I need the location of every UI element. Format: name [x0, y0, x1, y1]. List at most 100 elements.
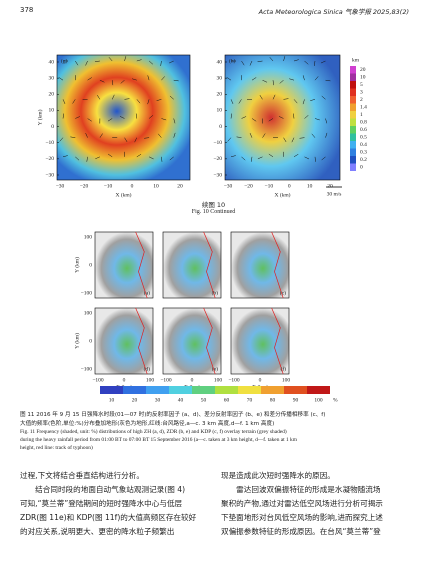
- wind-arrow: [148, 115, 154, 119]
- wind-arrow: [148, 60, 154, 65]
- wind-arrow: [241, 116, 247, 119]
- x-tick-label: −10: [104, 183, 113, 189]
- colorbar-cell: [307, 386, 330, 394]
- wind-arrow: [124, 56, 127, 62]
- wind-arrow: [269, 57, 274, 62]
- x-tick-label: −20: [244, 183, 253, 189]
- y-tick-label: −20: [45, 156, 54, 162]
- y-axis-label: Y (km): [73, 257, 80, 273]
- y-tick-label: −10: [213, 140, 222, 146]
- colorbar-tick-label: 10: [109, 397, 115, 403]
- x-axis-label: X (km): [274, 191, 290, 198]
- body-line: 的对应关系,说明更大、更密的降水粒子频繁出: [20, 527, 175, 536]
- body-line: 聚积的产物,通过对雷达低空风场进行分析可揭示: [221, 499, 383, 508]
- panel-label: (b): [212, 289, 219, 296]
- wind-arrow: [299, 137, 305, 139]
- colorbar-tick-label: 1: [360, 112, 363, 118]
- body-line: 可知,“莫兰蒂”登陆期间的短时强降水中心与低层: [20, 499, 183, 508]
- wind-arrow: [169, 95, 174, 100]
- colorbar-cell: [192, 386, 215, 394]
- typhoon-track: [203, 231, 216, 299]
- wind-arrow: [95, 156, 100, 160]
- x-tick-label: 0: [123, 377, 126, 383]
- caption-en-line: during the heavy rainfall period from 01…: [20, 437, 297, 443]
- wind-arrow: [144, 137, 150, 139]
- typhoon-track: [135, 307, 148, 375]
- wind-arrow: [304, 115, 309, 119]
- panel-label: (a): [144, 289, 150, 296]
- body-line: 结合同时段的地面自动气象站观测记录(图 4): [20, 485, 186, 494]
- wind-arrow: [272, 80, 274, 86]
- colorbar-tick-label: 80: [270, 397, 276, 403]
- wind-arrow: [241, 156, 246, 161]
- y-axis-label: Y (km): [36, 109, 43, 125]
- wind-arrow: [268, 118, 274, 122]
- scale-label: 30 m/s: [327, 191, 342, 197]
- wind-arrow: [107, 153, 113, 158]
- wind-arrow: [283, 98, 289, 100]
- wind-arrow: [107, 118, 113, 122]
- y-tick-label: −10: [45, 140, 54, 146]
- colorbar-cell: [169, 386, 192, 394]
- panel-label: (h): [229, 57, 236, 64]
- x-tick-label: −30: [224, 183, 233, 189]
- wind-arrow: [278, 116, 284, 119]
- wind-arrow: [257, 60, 263, 62]
- wind-arrow: [173, 132, 176, 138]
- wind-arrow: [241, 60, 245, 66]
- journal-header: Acta Meteorologica Sinica 气象学报 2025,83(2…: [258, 8, 409, 16]
- y-tick-label: 20: [49, 92, 55, 98]
- colorbar-tick-label: 3: [360, 89, 363, 95]
- wind-arrow: [97, 94, 101, 100]
- colorbar-unit: %: [333, 397, 338, 403]
- body-line: ZDR(图 11e)和 KDP(图 11f)的大值高频区存在较好: [20, 513, 197, 522]
- body-line: 双偏振参数特征的形成原因。在台风“莫兰蒂”登: [221, 527, 381, 536]
- wind-arrow: [289, 78, 295, 81]
- wind-arrow: [75, 60, 79, 66]
- wind-arrow: [161, 118, 167, 121]
- wind-arrow: [230, 99, 234, 105]
- y-tick-label: 100: [84, 234, 93, 240]
- wind-arrow: [304, 156, 310, 160]
- wind-arrow: [85, 60, 88, 66]
- x-tick-label: 10: [153, 183, 159, 189]
- wind-arrow: [314, 118, 320, 121]
- y-tick-label: 30: [49, 75, 55, 81]
- wind-arrow: [230, 155, 236, 158]
- wind-arrow: [124, 137, 128, 143]
- colorbar-cell: [350, 88, 356, 96]
- wind-arrow: [59, 137, 64, 142]
- wind-arrow: [85, 132, 88, 138]
- y-tick-label: −30: [45, 172, 54, 178]
- colorbar-cell: [350, 111, 356, 119]
- wind-arrow: [156, 99, 162, 101]
- wind-arrow: [62, 113, 65, 119]
- x-tick-label: 0: [288, 183, 291, 189]
- colorbar-cell: [261, 386, 284, 394]
- caption-cn-line: 大值的频率(色阶,单位:%)分布叠加地形(灰色为地形,红线:台风路径,a—c. …: [20, 421, 275, 427]
- y-tick-label: 40: [49, 59, 55, 65]
- wind-arrow: [75, 156, 80, 161]
- colorbar-cell: [350, 66, 356, 74]
- wind-arrow: [325, 79, 331, 82]
- wind-arrow: [293, 99, 298, 104]
- wind-arrow: [279, 79, 284, 84]
- colorbar-cell: [350, 126, 356, 134]
- colorbar-tick-label: 100: [314, 397, 323, 403]
- wind-arrow: [108, 57, 113, 62]
- colorbar-cell: [238, 386, 261, 394]
- wind-arrow: [173, 79, 179, 82]
- y-tick-label: 0: [219, 124, 222, 130]
- wind-arrow: [111, 80, 114, 86]
- colorbar-tick-label: 20: [132, 397, 138, 403]
- colorbar-cell: [350, 133, 356, 141]
- colorbar-tick-label: 90: [293, 397, 299, 403]
- wind-arrow: [259, 94, 263, 100]
- colorbar-tick-label: 0.8: [360, 119, 367, 125]
- wind-arrow: [124, 98, 130, 100]
- wind-arrow: [86, 156, 88, 162]
- caption-cn-line: 图 11 2016 年 9 月 15 日强降水时段(01—07 时)的反射率因子…: [20, 412, 326, 418]
- x-tick-label: −20: [80, 183, 89, 189]
- wind-arrow: [293, 59, 299, 62]
- wind-arrow: [135, 113, 138, 119]
